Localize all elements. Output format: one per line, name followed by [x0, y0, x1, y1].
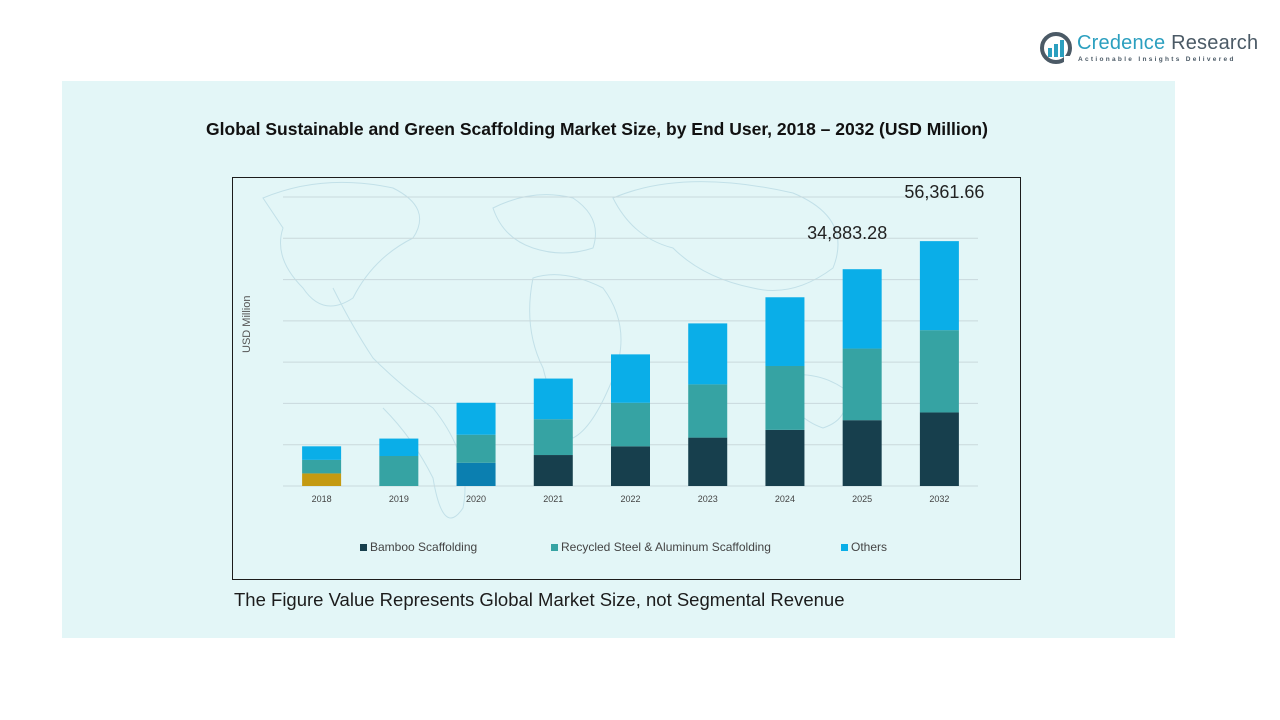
- legend-label: Others: [851, 540, 888, 554]
- bar-segment-others-2018: [302, 446, 342, 460]
- brand-logo: Credence Research Actionable Insights De…: [1040, 30, 1260, 70]
- bar-segment-others-2032: [919, 241, 959, 331]
- x-tick-label: 2021: [543, 494, 563, 504]
- legend-swatch: [551, 543, 558, 551]
- brand-tagline: Actionable Insights Delivered: [1078, 56, 1236, 63]
- legend-swatch: [841, 543, 848, 551]
- legend-item: Bamboo Scaffolding: [360, 540, 477, 554]
- bar-segment-bamboo-scaffolding-2032: [919, 412, 959, 486]
- chart-title: Global Sustainable and Green Scaffolding…: [206, 119, 988, 139]
- bar-segment-bamboo-scaffolding-2022: [611, 446, 650, 486]
- bar-segment-recycled-steel-aluminum-scaffolding-2023: [688, 384, 728, 438]
- bar-segment-recycled-steel-aluminum-scaffolding-2019: [379, 455, 419, 486]
- bar-segment-others-2019: [379, 438, 419, 456]
- brand-name-part2: Research: [1165, 32, 1259, 54]
- x-tick-label: 2023: [698, 494, 718, 504]
- bar-segment-recycled-steel-aluminum-scaffolding-2025: [842, 348, 882, 421]
- brand-name: Credence Research: [1077, 32, 1258, 55]
- brand-name-part1: Credence: [1077, 32, 1166, 54]
- x-tick-label: 2024: [775, 494, 795, 504]
- x-tick-label: 2018: [312, 494, 332, 504]
- bar-segment-recycled-steel-aluminum-scaffolding-2020: [456, 434, 496, 463]
- x-tick-label: 2022: [620, 494, 640, 504]
- x-tick-label: 2032: [929, 494, 949, 504]
- bar-segment-others-2025: [842, 269, 882, 349]
- bar-segment-others-2020: [456, 402, 496, 435]
- world-map-watermark: [262, 181, 846, 519]
- bar-segment-others-2023: [688, 323, 728, 385]
- bar-chart: 2018 2019 2020 2021 2022 2023 2024 2025 34,883.2…: [283, 182, 984, 504]
- bar-segment-bamboo-scaffolding-2023: [688, 437, 728, 486]
- y-axis-label: USD Million: [241, 295, 253, 353]
- chart-panel: Global Sustainable and Green Scaffolding…: [62, 81, 1175, 638]
- bar-segment-recycled-steel-aluminum-scaffolding-2032: [919, 330, 959, 413]
- footnote: The Figure Value Represents Global Marke…: [234, 589, 845, 610]
- bar-segment-others-2021: [533, 378, 573, 420]
- bar-segment-others-2024: [765, 297, 805, 366]
- legend-item: Recycled Steel & Aluminum Scaffolding: [551, 540, 771, 554]
- x-tick-label: 2019: [389, 494, 409, 504]
- bar-segment-recycled-steel-aluminum-scaffolding-2018: [302, 459, 342, 474]
- bar-segment-recycled-steel-aluminum-scaffolding-2022: [611, 402, 650, 447]
- bar-segment-bamboo-scaffolding-2021: [533, 455, 573, 486]
- legend-item: Others: [841, 540, 887, 554]
- x-tick-label: 2025: [852, 494, 872, 504]
- chart-frame: 2018 2019 2020 2021 2022 2023 2024 2025 34,883.2…: [232, 177, 1021, 580]
- legend-label: Bamboo Scaffolding: [370, 540, 478, 554]
- legend-swatch: [360, 543, 367, 551]
- data-label-total-2025: 34,883.28: [807, 223, 887, 243]
- x-tick-label: 2020: [466, 494, 486, 504]
- bar-segment-bamboo-scaffolding-2018: [302, 473, 342, 486]
- bar-segment-others-2022: [611, 354, 650, 403]
- bar-segment-bamboo-scaffolding-2024: [765, 429, 805, 486]
- bar-segment-bamboo-scaffolding-2020: [456, 462, 496, 486]
- bar-segment-recycled-steel-aluminum-scaffolding-2024: [765, 365, 805, 430]
- bar-segment-recycled-steel-aluminum-scaffolding-2021: [533, 419, 573, 456]
- logo-chart-icon: [1040, 32, 1072, 64]
- data-label-total-2032: 56,361.66: [904, 182, 984, 202]
- legend-label: Recycled Steel & Aluminum Scaffolding: [561, 540, 771, 554]
- bar-segment-bamboo-scaffolding-2025: [842, 420, 882, 486]
